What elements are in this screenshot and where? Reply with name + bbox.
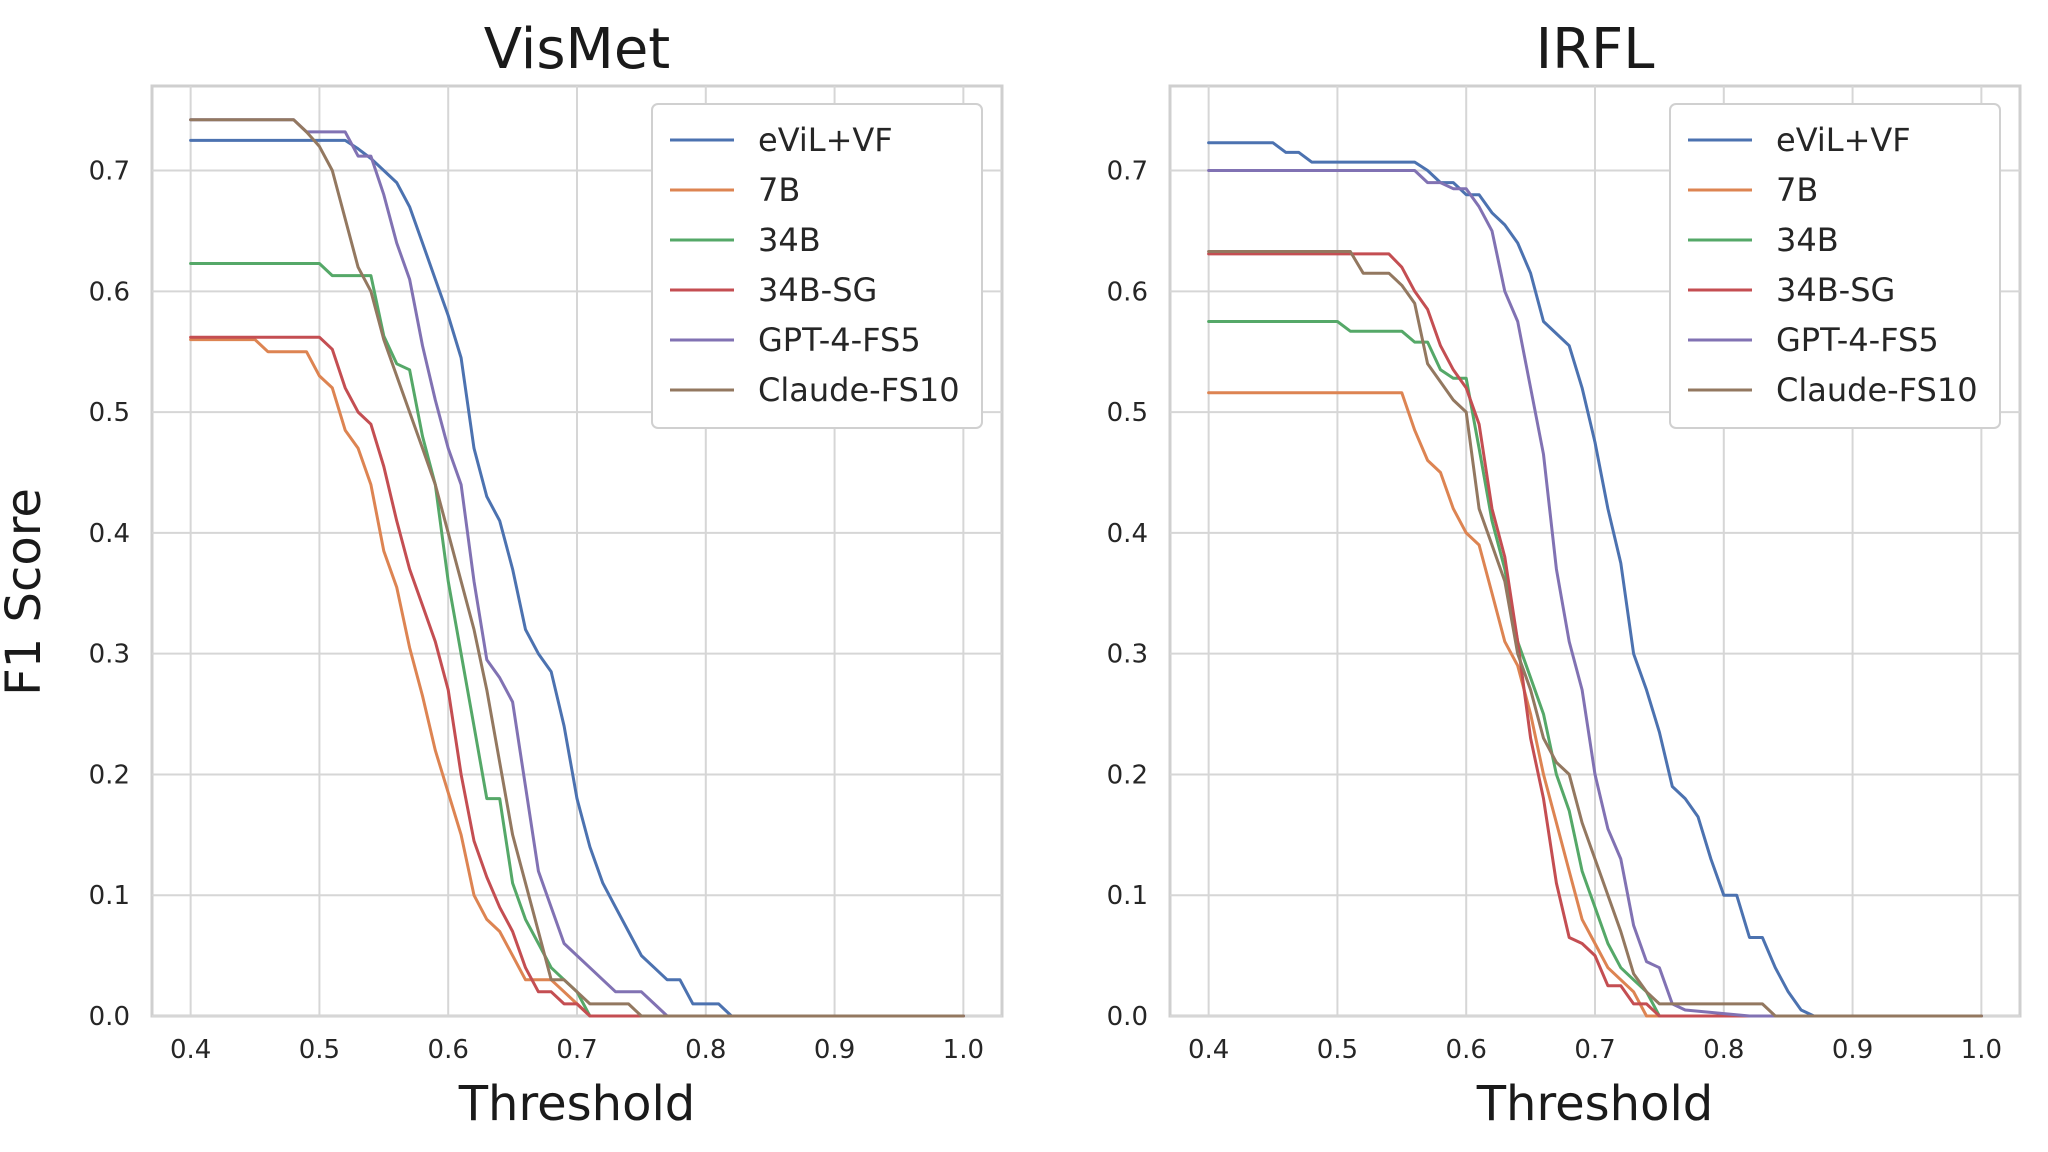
legend-irfl: eViL+VF 7B 34B 34B-SG GPT-4-FS5 Claude-FS10 [1669, 103, 2001, 429]
series-irfl [1207, 141, 1983, 1018]
x-tick-label: 0.4 [1188, 1035, 1229, 1065]
chart-vismet: 0.4 0.5 0.6 0.7 0.8 0.9 1.0 0.0 0.1 0.2 0.3 0.4 0.5 0… [89, 17, 1004, 1132]
x-tick-label: 0.8 [1703, 1035, 1744, 1065]
y-tick-label: 0.5 [1107, 398, 1148, 428]
y-tick-label: 0.6 [89, 277, 130, 307]
ticks-irfl: 0.4 0.5 0.6 0.7 0.8 0.9 1.0 0.0 0.1 0.2 0.3 0.4 0.5 0… [1107, 157, 2002, 1065]
legend-label: GPT-4-FS5 [758, 321, 921, 359]
series-line-34b [189, 262, 965, 1018]
y-tick-label: 0.5 [89, 398, 130, 428]
x-tick-label: 0.6 [428, 1035, 469, 1065]
x-tick-label: 0.5 [1317, 1035, 1358, 1065]
legend-box [1669, 103, 2001, 429]
y-tick-label: 0.4 [1107, 519, 1148, 549]
series-line-34b-sg [1207, 252, 1983, 1018]
legend-label: Claude-FS10 [1776, 371, 1978, 409]
x-tick-label: 0.9 [814, 1035, 855, 1065]
y-tick-label: 0.3 [89, 640, 130, 670]
legend-label: GPT-4-FS5 [1776, 321, 1939, 359]
x-tick-label: 0.7 [556, 1035, 597, 1065]
legend-label: 7B [1776, 171, 1818, 209]
x-tick-label: 0.9 [1832, 1035, 1873, 1065]
legend-label: 34B-SG [1776, 271, 1895, 309]
legend-label: 34B [758, 221, 821, 259]
series-line-evil-vf [1207, 141, 1983, 1018]
y-tick-label: 0.7 [1107, 157, 1148, 187]
x-tick-label: 1.0 [943, 1035, 984, 1065]
legend-label: 34B-SG [758, 271, 877, 309]
ticks-vismet: 0.4 0.5 0.6 0.7 0.8 0.9 1.0 0.0 0.1 0.2 0.3 0.4 0.5 0… [89, 157, 984, 1065]
chart-irfl: 0.4 0.5 0.6 0.7 0.8 0.9 1.0 0.0 0.1 0.2 0.3 0.4 0.5 0… [1107, 17, 2022, 1132]
y-axis-label: F1 Score [0, 488, 52, 696]
grid-vismet [152, 86, 1002, 1017]
legend-label: eViL+VF [758, 121, 893, 159]
legend-box [651, 103, 983, 429]
x-tick-label: 1.0 [1961, 1035, 2002, 1065]
legend-vismet: eViL+VF 7B 34B 34B-SG GPT-4-FS5 Claude-FS10 [651, 103, 983, 429]
chart-title-irfl: IRFL [1536, 17, 1655, 82]
x-tick-label: 0.8 [685, 1035, 726, 1065]
legend-label: eViL+VF [1776, 121, 1911, 159]
y-tick-label: 0.4 [89, 519, 130, 549]
series-vismet [189, 118, 965, 1018]
x-axis-label-vismet: Threshold [458, 1076, 696, 1132]
x-tick-label: 0.4 [170, 1035, 211, 1065]
y-tick-label: 0.7 [89, 157, 130, 187]
y-tick-label: 0.1 [1107, 881, 1148, 911]
y-tick-label: 0.0 [1107, 1002, 1148, 1032]
x-axis-label-irfl: Threshold [1476, 1076, 1714, 1132]
y-tick-label: 0.3 [1107, 640, 1148, 670]
y-tick-label: 0.6 [1107, 277, 1148, 307]
series-line-claude-fs10 [1207, 250, 1983, 1018]
y-tick-label: 0.2 [1107, 760, 1148, 790]
x-tick-label: 0.6 [1446, 1035, 1487, 1065]
x-tick-label: 0.5 [299, 1035, 340, 1065]
series-line-7b [189, 338, 965, 1018]
legend-label: 34B [1776, 221, 1839, 259]
legend-label: Claude-FS10 [758, 371, 960, 409]
y-tick-label: 0.2 [89, 760, 130, 790]
chart-title-vismet: VisMet [484, 17, 671, 82]
series-line-34b-sg [189, 335, 965, 1018]
series-line-evil-vf [189, 138, 965, 1018]
legend-label: 7B [758, 171, 800, 209]
series-line-claude-fs10 [189, 118, 965, 1018]
series-line-gpt-4-fs5 [1207, 169, 1983, 1018]
y-tick-label: 0.0 [89, 1002, 130, 1032]
x-tick-label: 0.7 [1574, 1035, 1615, 1065]
series-line-gpt-4-fs5 [189, 118, 965, 1018]
y-tick-label: 0.1 [89, 881, 130, 911]
